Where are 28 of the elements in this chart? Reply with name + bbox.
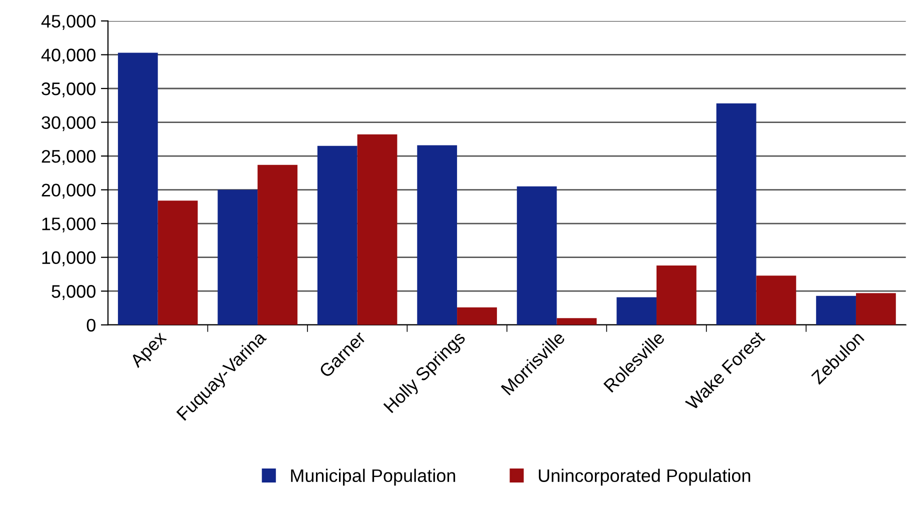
y-tick-label: 10,000 [42, 251, 96, 266]
bar [218, 190, 258, 325]
y-tick-label: 5,000 [52, 285, 96, 300]
bar [756, 276, 796, 325]
bar [516, 186, 557, 325]
y-tick-label: 45,000 [41, 14, 96, 30]
bar [457, 307, 497, 325]
bar [118, 52, 158, 325]
legend-label: Unincorporated Population [538, 468, 750, 486]
y-tick-label: 0 [86, 318, 96, 332]
y-tick-label: 25,000 [42, 150, 96, 165]
bar [656, 265, 696, 325]
legend-label: Municipal Population [291, 468, 456, 486]
bar [258, 164, 298, 325]
bar [556, 318, 597, 325]
y-tick-label: 20,000 [42, 184, 96, 199]
bar [158, 200, 198, 325]
bar [856, 293, 896, 325]
y-tick-label: 40,000 [41, 48, 96, 64]
bar [816, 296, 856, 325]
y-tick-label: 35,000 [42, 82, 96, 98]
y-tick-label: 30,000 [42, 116, 96, 132]
y-tick-label: 15,000 [42, 218, 96, 232]
bar [716, 103, 756, 325]
bar [357, 134, 398, 325]
bar [616, 297, 657, 325]
bar [317, 146, 358, 325]
bar [417, 145, 458, 325]
